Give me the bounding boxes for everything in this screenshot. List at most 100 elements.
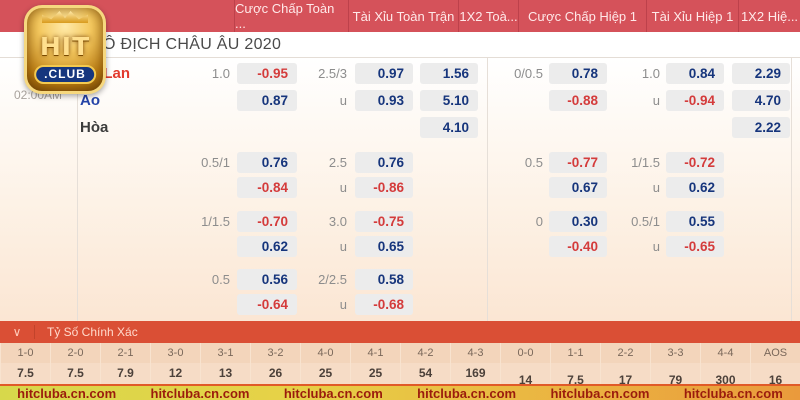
crown-icon — [42, 11, 88, 23]
ft-ou-line: 3.0 — [328, 214, 347, 229]
footer-domain-bar: hitcluba.cn.com hitcluba.cn.com hitcluba… — [0, 384, 800, 400]
ft-handicap-odds-button[interactable]: -0.64 — [237, 294, 297, 315]
score-odds-button[interactable]: 12 — [150, 363, 200, 384]
score-odds-button[interactable]: 26 — [250, 363, 300, 384]
ft-ou-line: 2.5 — [328, 155, 347, 170]
score-odds-button[interactable]: 25 — [300, 363, 350, 384]
section-bar-divider — [34, 325, 35, 339]
ft-1x2-away-odds-button[interactable]: 5.10 — [420, 90, 478, 111]
score-odds-button[interactable]: 16 — [750, 363, 800, 387]
ft-over-odds-button[interactable]: 0.58 — [355, 269, 413, 290]
ft-handicap-line: 1/1.5 — [201, 214, 230, 229]
odds-market-header: Cược Chấp Toàn ... Tài Xỉu Toàn Trận 1X2… — [0, 0, 800, 32]
score-odds-button[interactable]: 169 — [450, 363, 500, 384]
ft-over-odds-button[interactable]: 0.76 — [355, 152, 413, 173]
ft-over-odds-button[interactable]: 0.97 — [355, 63, 413, 84]
odds-row-away: Ao 0.87 u 0.93 5.10 -0.88 u -0.94 4.70 — [0, 90, 800, 111]
h1-under-odds-button[interactable]: -0.94 — [666, 90, 724, 111]
ft-under-odds-button[interactable]: -0.86 — [355, 177, 413, 198]
ft-over-odds-button[interactable]: -0.75 — [355, 211, 413, 232]
ft-under-odds-button[interactable]: 0.65 — [355, 236, 413, 257]
league-title: VÔ ĐỊCH CHÂU ÂU 2020 — [92, 36, 282, 53]
ft-under-label: u — [339, 297, 347, 312]
odds-row-draw: Hòa 4.10 2.22 — [0, 117, 800, 138]
h1-handicap-odds-button[interactable]: 0.78 — [549, 63, 607, 84]
site-domain-link[interactable]: hitcluba.cn.com — [283, 385, 383, 400]
right-edge-divider — [791, 58, 792, 321]
h1-under-label: u — [652, 180, 660, 195]
ft-handicap-odds-button[interactable]: 0.76 — [237, 152, 297, 173]
h1-over-odds-button[interactable]: 0.84 — [666, 63, 724, 84]
ft-under-odds-button[interactable]: 0.93 — [355, 90, 413, 111]
site-domain-link[interactable]: hitcluba.cn.com — [150, 385, 250, 400]
h1-over-odds-button[interactable]: 0.55 — [666, 211, 724, 232]
ft-handicap-odds-button[interactable]: -0.95 — [237, 63, 297, 84]
ft-1x2-home-odds-button[interactable]: 1.56 — [420, 63, 478, 84]
h1-handicap-line: 0/0.5 — [514, 66, 543, 81]
ft-handicap-odds-button[interactable]: 0.87 — [237, 90, 297, 111]
hitclub-logo-body: HIT .CLUB — [24, 5, 106, 94]
ft-handicap-odds-button[interactable]: 0.56 — [237, 269, 297, 290]
h1-under-label: u — [652, 93, 660, 108]
score-col-label: 3-3 — [650, 343, 700, 363]
col-header-ft-handicap: Cược Chấp Toàn ... — [234, 0, 348, 32]
ft-handicap-odds-button[interactable]: 0.62 — [237, 236, 297, 257]
ft-1x2-draw-odds-button[interactable]: 4.10 — [420, 117, 478, 138]
h1-under-odds-button[interactable]: -0.65 — [666, 236, 724, 257]
h1-1x2-draw-odds-button[interactable]: 2.22 — [732, 117, 790, 138]
odds-row: -0.64 u -0.68 — [0, 294, 800, 315]
score-col-label: 1-1 — [550, 343, 600, 363]
score-odds-button[interactable]: 300 — [700, 363, 750, 387]
ft-handicap-odds-button[interactable]: -0.70 — [237, 211, 297, 232]
h1-handicap-odds-button[interactable]: 0.67 — [549, 177, 607, 198]
score-odds-button[interactable]: 79 — [650, 363, 700, 387]
score-col-label: 4-1 — [350, 343, 400, 363]
h1-under-odds-button[interactable]: 0.62 — [666, 177, 724, 198]
score-odds-button[interactable]: 7.5 — [550, 363, 600, 387]
chevron-down-icon[interactable]: ∨ — [12, 325, 22, 339]
score-odds-button[interactable]: 7.5 — [0, 363, 50, 384]
score-col-label: 2-0 — [50, 343, 100, 363]
h1-handicap-odds-button[interactable]: -0.88 — [549, 90, 607, 111]
odds-row: 0.5 0.56 2/2.5 0.58 — [0, 269, 800, 290]
site-domain-link[interactable]: hitcluba.cn.com — [683, 385, 783, 400]
ft-under-label: u — [339, 180, 347, 195]
ft-under-label: u — [339, 93, 347, 108]
ft-handicap-odds-button[interactable]: -0.84 — [237, 177, 297, 198]
score-odds-button[interactable]: 17 — [600, 363, 650, 387]
site-domain-link[interactable]: hitcluba.cn.com — [17, 385, 117, 400]
score-col-label: 4-3 — [450, 343, 500, 363]
league-band — [0, 32, 800, 58]
h1-1x2-home-odds-button[interactable]: 2.29 — [732, 63, 790, 84]
col-header-ft-overunder: Tài Xỉu Toàn Trận — [348, 0, 458, 32]
score-values-row: 7.5 7.5 7.9 12 13 26 25 25 54 169 14 7.5… — [0, 363, 800, 387]
h1-handicap-odds-button[interactable]: -0.40 — [549, 236, 607, 257]
score-odds-button[interactable]: 14 — [500, 363, 550, 387]
score-odds-button[interactable]: 7.5 — [50, 363, 100, 384]
h1-handicap-odds-button[interactable]: 0.30 — [549, 211, 607, 232]
time-column-divider — [77, 58, 78, 321]
score-odds-button[interactable]: 7.9 — [100, 363, 150, 384]
h1-handicap-odds-button[interactable]: -0.77 — [549, 152, 607, 173]
col-header-h1-handicap: Cược Chấp Hiệp 1 — [518, 0, 646, 32]
score-odds-button[interactable]: 25 — [350, 363, 400, 384]
h1-ou-line: 1.0 — [641, 66, 660, 81]
score-odds-button[interactable]: 13 — [200, 363, 250, 384]
h1-handicap-line: 0.5 — [524, 155, 543, 170]
odds-row-home: Hà Lan 1.0 -0.95 2.5/3 0.97 1.56 0/0.5 0… — [0, 63, 800, 84]
score-odds-button[interactable]: 54 — [400, 363, 450, 384]
h1-1x2-away-odds-button[interactable]: 4.70 — [732, 90, 790, 111]
h1-over-odds-button[interactable]: -0.72 — [666, 152, 724, 173]
score-col-label: 4-0 — [300, 343, 350, 363]
score-col-label: 2-2 — [600, 343, 650, 363]
ft-ou-line: 2.5/3 — [318, 66, 347, 81]
score-col-label: AOS — [750, 343, 800, 363]
site-domain-link[interactable]: hitcluba.cn.com — [550, 385, 650, 400]
ft-under-odds-button[interactable]: -0.68 — [355, 294, 413, 315]
site-domain-link[interactable]: hitcluba.cn.com — [417, 385, 517, 400]
hitclub-logo: HIT .CLUB — [22, 1, 108, 97]
score-col-label: 0-0 — [500, 343, 550, 363]
draw-label: Hòa — [80, 119, 109, 136]
ft-handicap-line: 1.0 — [211, 66, 230, 81]
